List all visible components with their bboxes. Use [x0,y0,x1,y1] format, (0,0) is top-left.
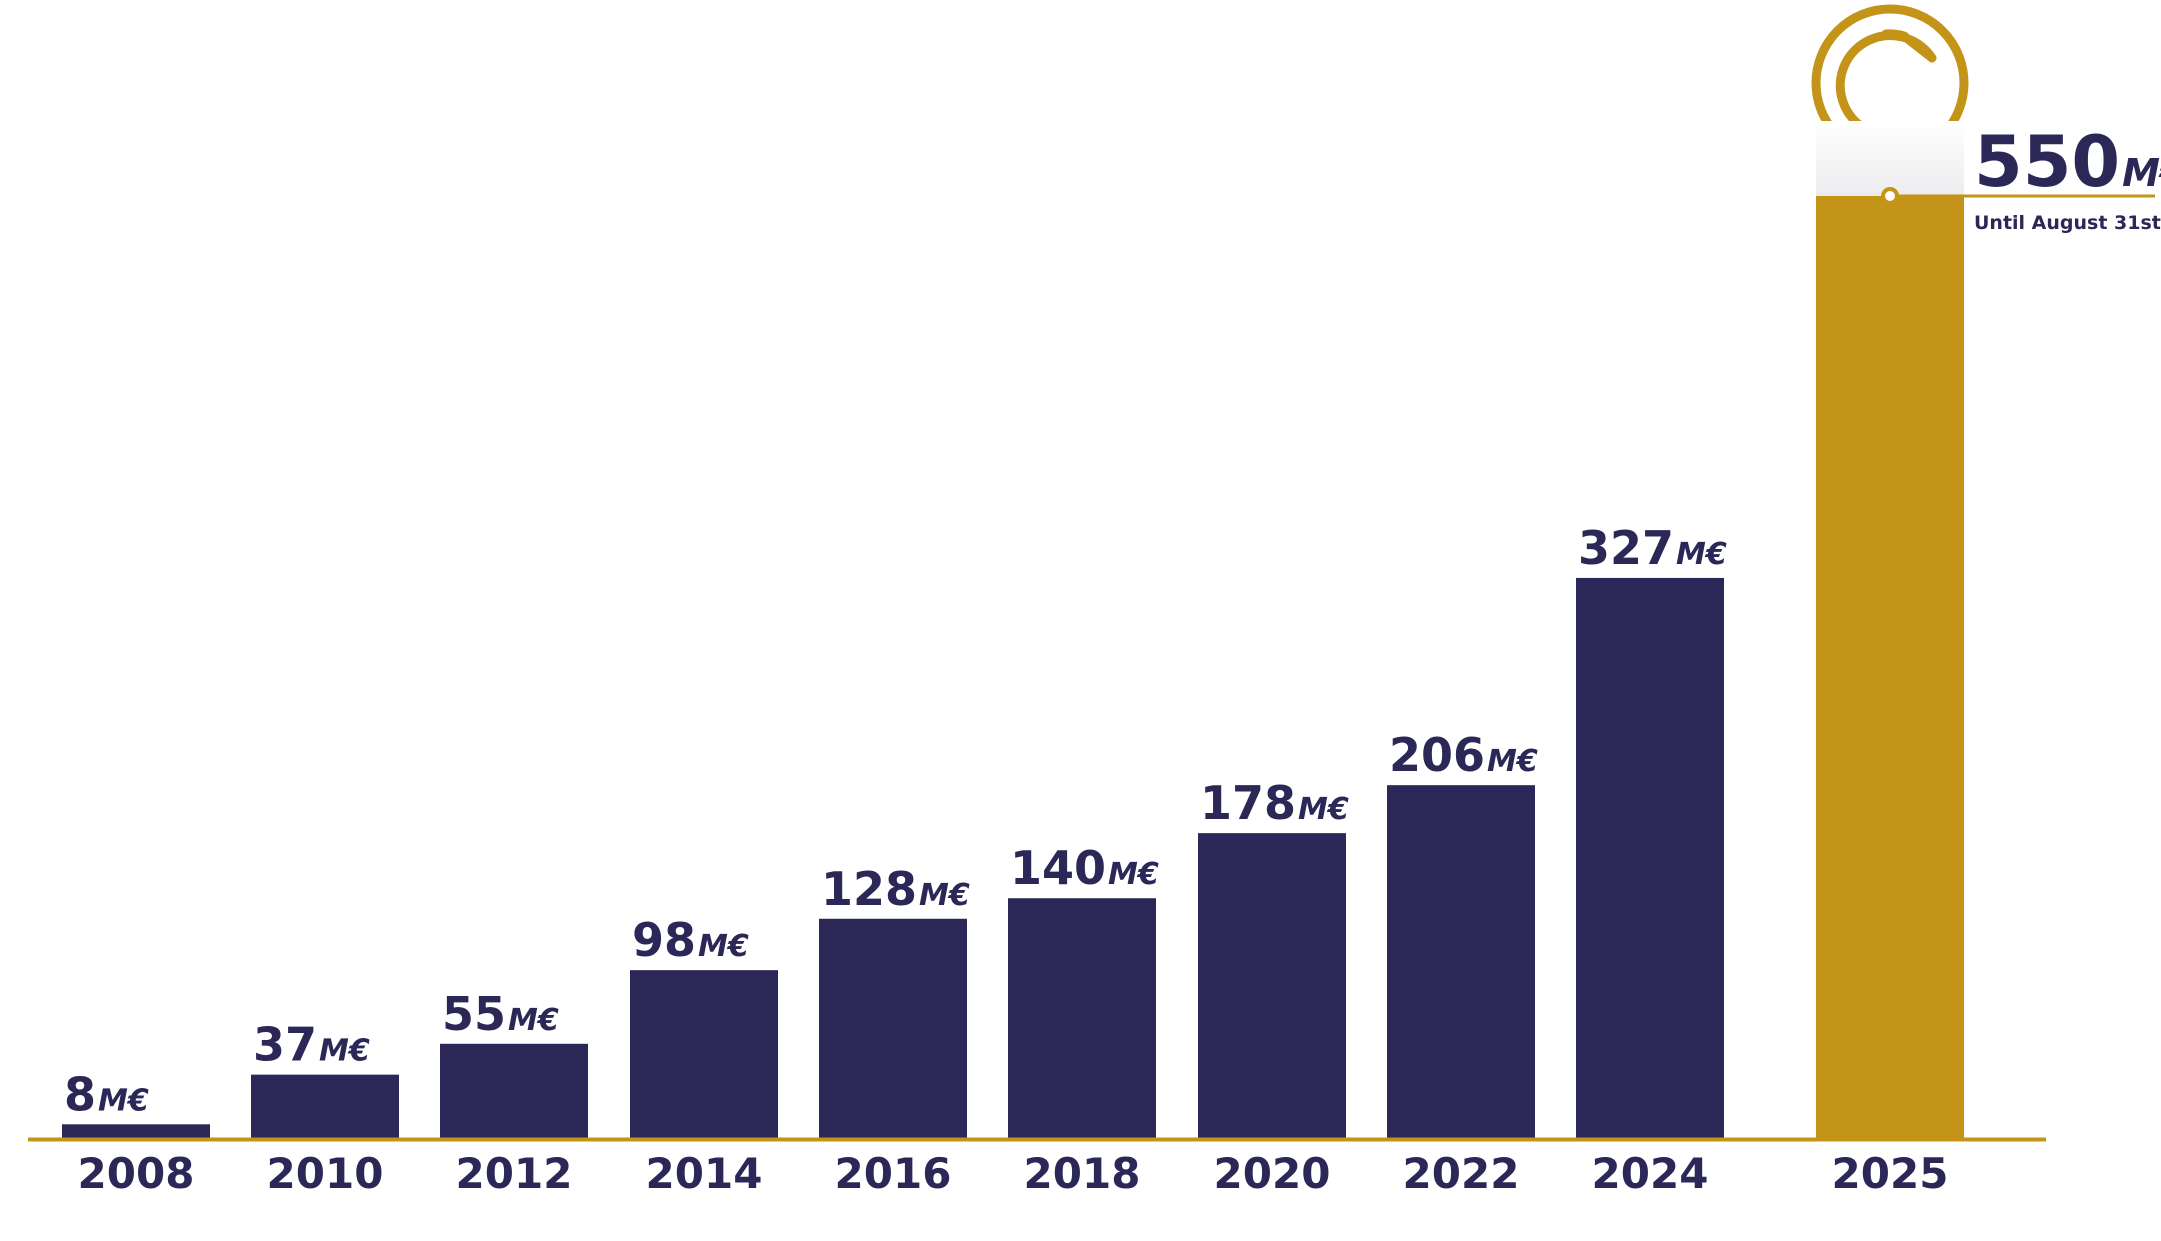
bar-2008 [62,1124,210,1138]
highlight-note: Until August 31st [1974,212,2161,234]
value-label-2018: 140M€ [1010,841,1159,895]
bar-2022 [1387,785,1535,1138]
value-label-2020: 178M€ [1200,776,1349,830]
bar-2016 [819,918,967,1138]
bar-2025 [1816,196,1964,1138]
tick-label-2016: 2016 [835,1149,952,1198]
value-label-2014: 98M€ [632,913,749,967]
tick-label-2008: 2008 [78,1149,195,1198]
tick-label-2014: 2014 [646,1149,763,1198]
value-label-2010: 37M€ [253,1018,370,1072]
tick-label-2022: 2022 [1403,1149,1520,1198]
bar-2014 [630,970,778,1138]
tick-label-2020: 2020 [1214,1149,1331,1198]
bar-2010 [251,1074,399,1138]
value-label-2016: 128M€ [821,862,970,916]
highlight-marker [1881,187,1899,205]
tick-label-2018: 2018 [1024,1149,1141,1198]
tick-label-2010: 2010 [267,1149,384,1198]
value-label-2008: 8M€ [64,1067,149,1121]
bar-2020 [1198,833,1346,1138]
bar-2012 [440,1043,588,1138]
highlight-fade [1816,121,1964,196]
tick-label-2012: 2012 [456,1149,573,1198]
tick-label-2024: 2024 [1592,1149,1709,1198]
value-label-2024: 327M€ [1578,521,1727,575]
value-label-2022: 206M€ [1389,728,1538,782]
tick-label-2025: 2025 [1832,1149,1949,1198]
bar-2024 [1576,577,1724,1138]
value-label-2025: 550M€ [1974,121,2161,203]
value-label-2012: 55M€ [442,987,559,1041]
bar-2018 [1008,898,1156,1138]
